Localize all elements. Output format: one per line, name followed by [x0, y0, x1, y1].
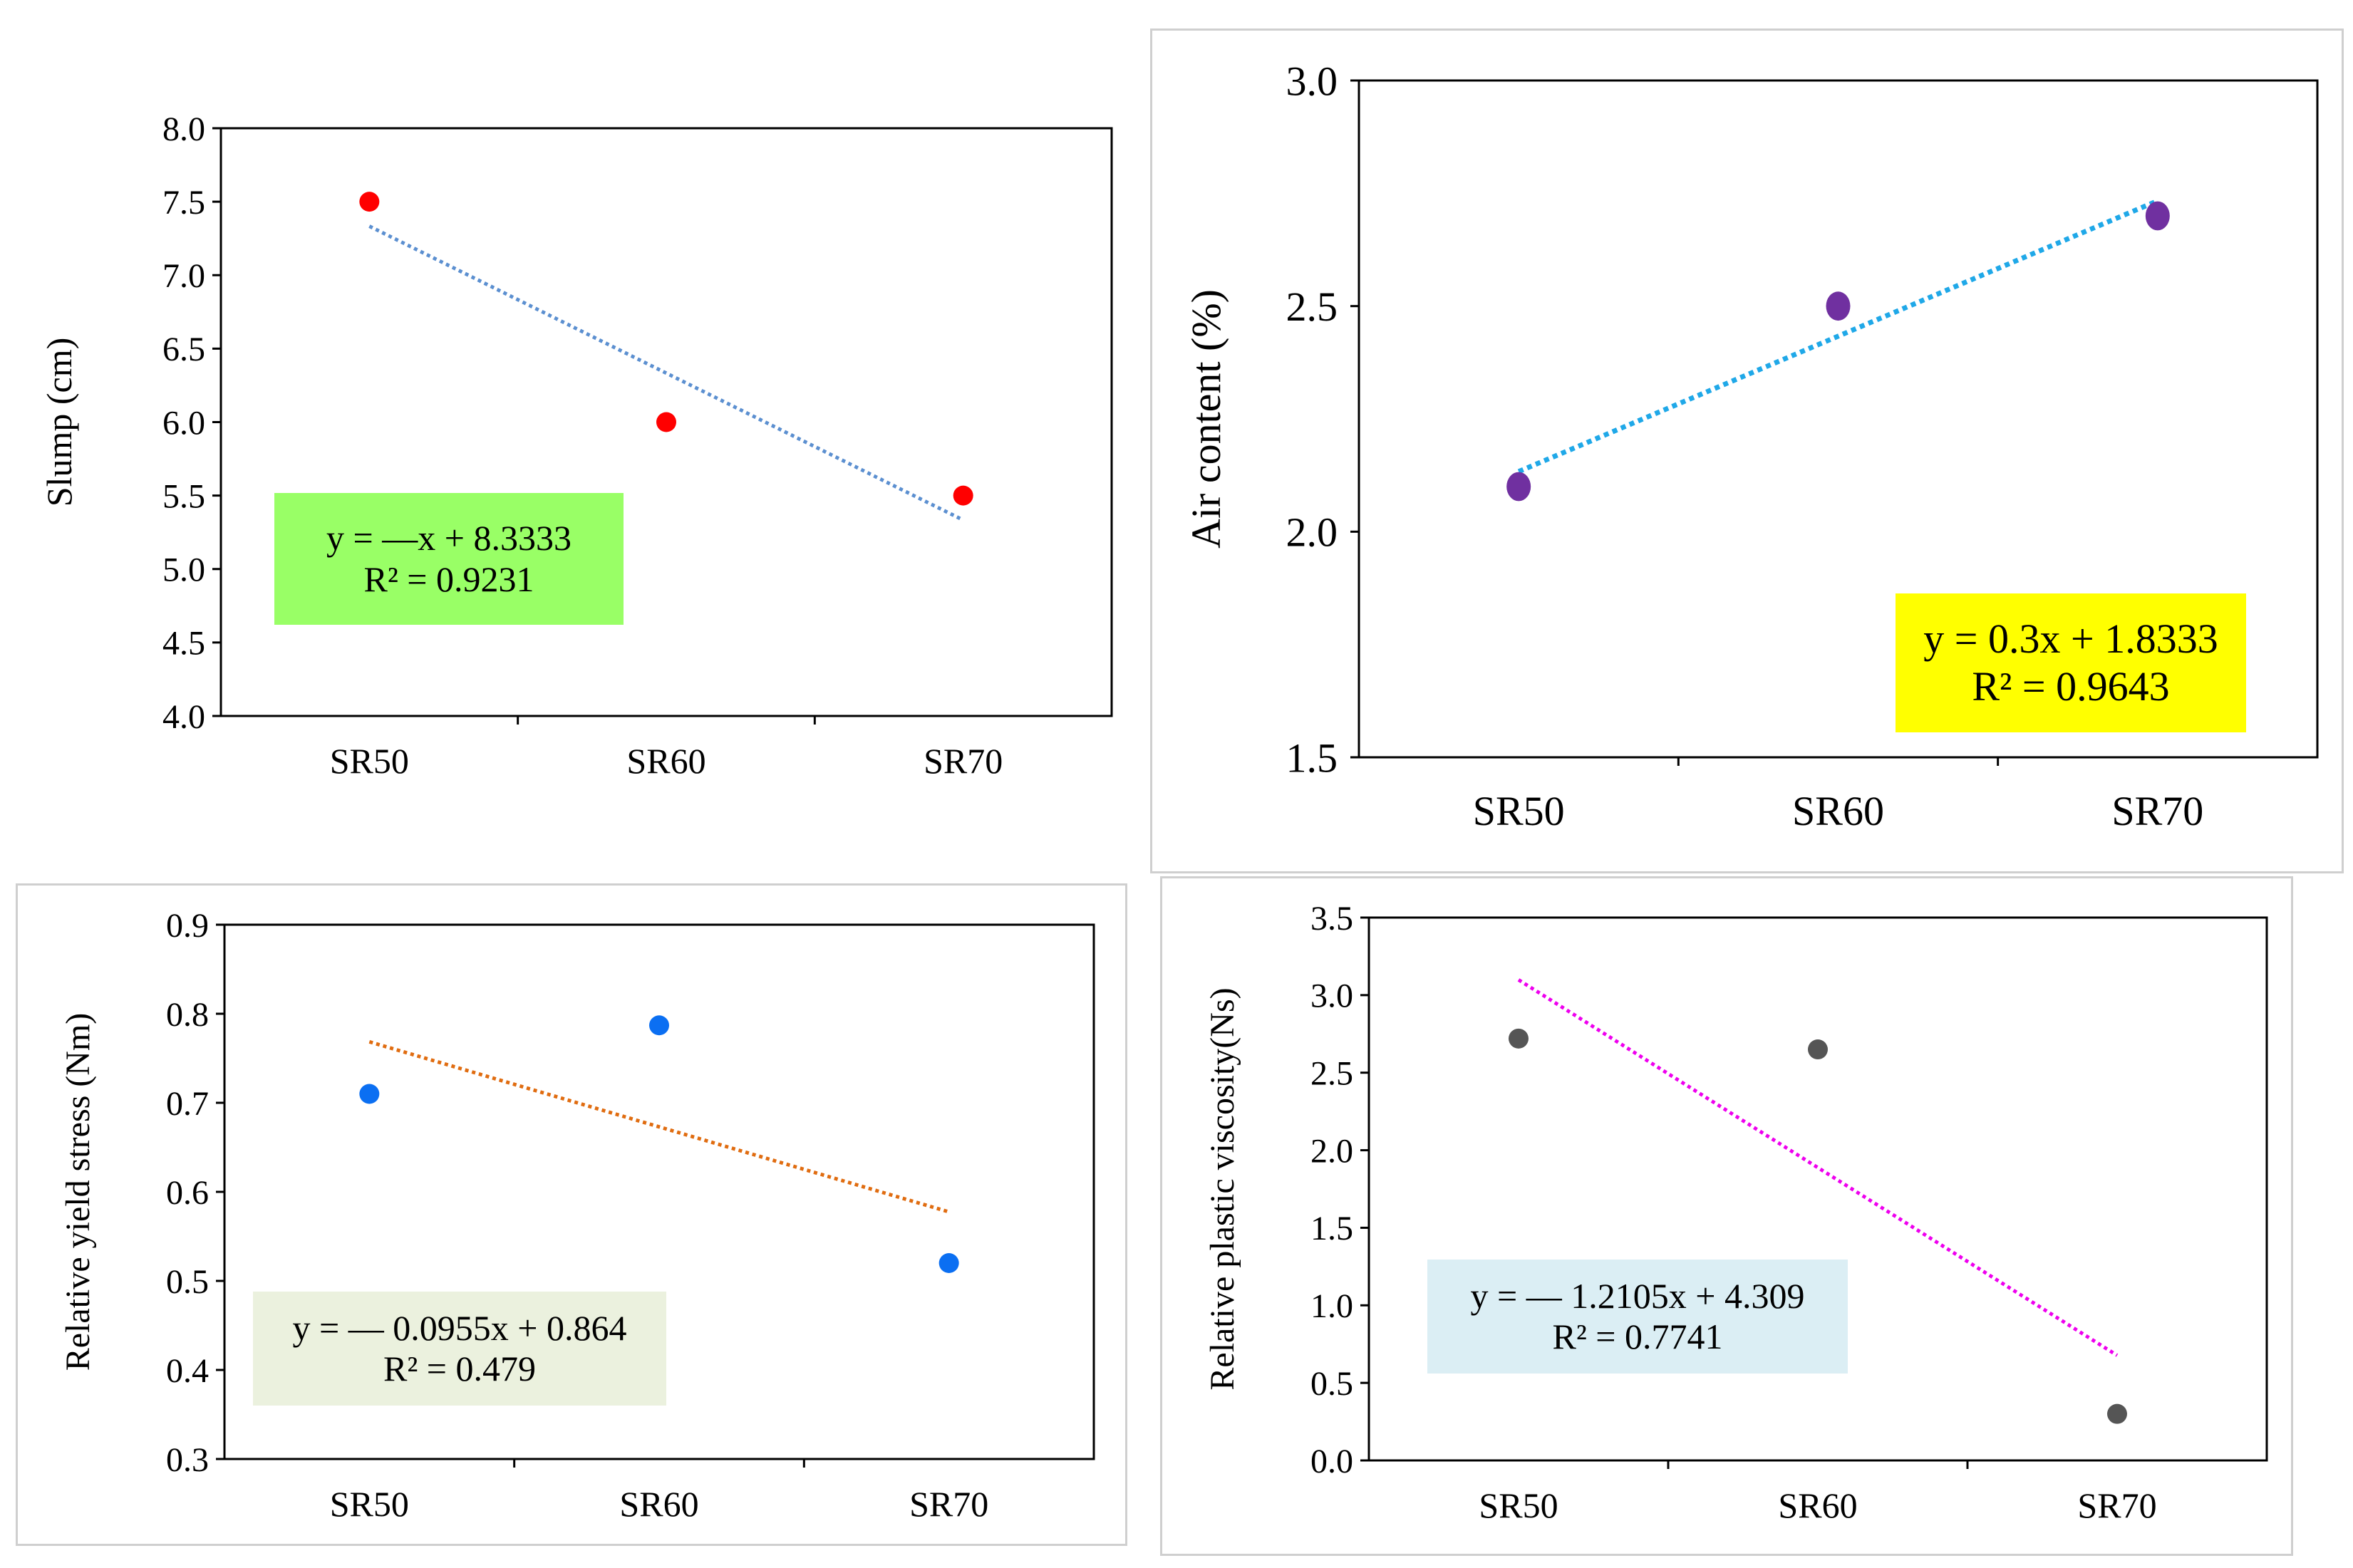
yield-stress-y-tick-label: 0.9	[166, 907, 209, 945]
air-content-equation: y = 0.3x + 1.8333	[1923, 615, 2218, 662]
air-content-r-squared: R² = 0.9643	[1972, 663, 2170, 710]
plastic-viscosity-x-category-label: SR70	[2077, 1485, 2156, 1525]
plastic-viscosity-equation: y = — 1.2105x + 4.309	[1470, 1275, 1805, 1316]
air-content-x-category-label: SR50	[1473, 788, 1565, 834]
plastic-viscosity-r-squared: R² = 0.7741	[1552, 1317, 1723, 1356]
air-content-chart-panel: 1.5 2.0 2.5 3.0 SR50 SR60 SR70 Air content (%) …	[1150, 28, 2344, 873]
yield-stress-y-tick-label: 0.4	[166, 1352, 209, 1390]
air-content-y-tick-label: 2.5	[1286, 284, 1338, 330]
plastic-viscosity-data-point	[1509, 1028, 1529, 1049]
air-content-y-tick-label: 3.0	[1286, 58, 1338, 104]
air-content-y-tick-label: 2.0	[1286, 509, 1338, 556]
yield-stress-y-tick-label: 0.8	[166, 996, 209, 1034]
air-content-y-tick-label: 1.5	[1286, 734, 1338, 781]
plastic-viscosity-y-tick-label: 3.0	[1310, 977, 1353, 1015]
plastic-viscosity-y-tick-label: 1.5	[1310, 1210, 1353, 1247]
air-content-equation-box: y = 0.3x + 1.8333 R² = 0.9643	[1896, 593, 2246, 732]
yield-stress-chart-panel: 0.3 0.4 0.5 0.6 0.7 0.8 0.9 SR50 SR60 SR70 Relativ…	[16, 883, 1127, 1546]
yield-stress-x-category-label: SR50	[330, 1484, 409, 1524]
slump-y-tick-label: 4.0	[162, 698, 205, 736]
yield-stress-chart: 0.3 0.4 0.5 0.6 0.7 0.8 0.9 SR50 SR60 SR70 Relativ…	[59, 907, 1095, 1524]
slump-data-point	[953, 485, 973, 506]
yield-stress-equation-box: y = — 0.0955x + 0.864 R² = 0.479	[253, 1292, 666, 1406]
slump-y-axis-label: Slump (cm)	[39, 338, 79, 507]
slump-y-tick-label: 7.5	[162, 184, 205, 222]
slump-equation: y = —x + 8.3333	[326, 518, 572, 558]
yield-stress-equation: y = — 0.0955x + 0.864	[292, 1307, 627, 1348]
yield-stress-trendline	[368, 1039, 950, 1214]
plastic-viscosity-data-point	[1808, 1039, 1828, 1060]
plastic-viscosity-equation-box: y = — 1.2105x + 4.309 R² = 0.7741	[1427, 1260, 1848, 1374]
slump-r-squared: R² = 0.9231	[363, 559, 534, 599]
slump-y-tick-label: 4.5	[162, 625, 205, 663]
yield-stress-y-tick-label: 0.3	[166, 1441, 209, 1479]
air-content-data-point	[2145, 201, 2170, 231]
slump-data-point	[656, 412, 676, 432]
air-content-chart: 1.5 2.0 2.5 3.0 SR50 SR60 SR70 Air content (%)	[1183, 58, 2319, 834]
yield-stress-y-tick-label: 0.6	[166, 1174, 209, 1212]
plastic-viscosity-y-tick-label: 1.0	[1310, 1287, 1353, 1325]
yield-stress-x-category-label: SR60	[619, 1484, 698, 1524]
plastic-viscosity-y-tick-label: 0.0	[1310, 1443, 1353, 1480]
slump-y-tick-label: 6.5	[162, 331, 205, 368]
plastic-viscosity-x-category-label: SR50	[1479, 1485, 1558, 1525]
air-content-y-axis-label: Air content (%)	[1183, 289, 1229, 549]
plastic-viscosity-y-axis-label: Relative plastic viscosity(Ns)	[1204, 987, 1241, 1390]
slump-y-tick-label: 6.0	[162, 404, 205, 442]
air-content-data-point	[1826, 291, 1851, 321]
slump-data-point	[359, 192, 380, 212]
slump-chart: 4.0 4.5 5.0 5.5 6.0 6.5 7.0 7.5 8.0 SR50 SR60 SR70 S…	[39, 110, 1113, 781]
air-content-x-category-label: SR70	[2111, 788, 2203, 834]
slump-y-tick-label: 5.5	[162, 477, 205, 515]
plastic-viscosity-chart-panel: 0.0 0.5 1.0 1.5 2.0 2.5 3.0 3.5 SR50 SR60 SR70 Rela…	[1160, 876, 2293, 1556]
air-content-trendline	[1517, 198, 2159, 474]
air-content-data-point	[1506, 472, 1531, 502]
slump-y-tick-label: 7.0	[162, 257, 205, 295]
plastic-viscosity-y-tick-label: 2.0	[1310, 1132, 1353, 1170]
slump-y-tick-label: 8.0	[162, 110, 205, 148]
yield-stress-data-point	[649, 1015, 669, 1036]
yield-stress-r-squared: R² = 0.479	[383, 1349, 537, 1388]
plastic-viscosity-data-point	[2107, 1403, 2127, 1424]
slump-trendline	[368, 224, 964, 522]
slump-x-category-label: SR70	[924, 741, 1003, 781]
slump-x-category-label: SR60	[626, 741, 705, 781]
slump-x-category-label: SR50	[330, 741, 409, 781]
slump-y-tick-label: 5.0	[162, 551, 205, 589]
plastic-viscosity-plot-area	[1367, 916, 2268, 1462]
slump-chart-panel: 4.0 4.5 5.0 5.5 6.0 6.5 7.0 7.5 8.0 SR50 SR60 SR70 S…	[0, 0, 1140, 826]
plastic-viscosity-x-category-label: SR60	[1778, 1485, 1857, 1525]
plastic-viscosity-y-tick-label: 2.5	[1310, 1055, 1353, 1093]
yield-stress-y-tick-label: 0.5	[166, 1263, 209, 1301]
yield-stress-x-category-label: SR70	[909, 1484, 988, 1524]
plastic-viscosity-chart: 0.0 0.5 1.0 1.5 2.0 2.5 3.0 3.5 SR50 SR60 SR70 Rela…	[1204, 900, 2268, 1525]
plastic-viscosity-y-tick-label: 3.5	[1310, 900, 1353, 938]
air-content-x-category-label: SR60	[1792, 788, 1884, 834]
yield-stress-y-tick-label: 0.7	[166, 1085, 209, 1123]
slump-equation-box: y = —x + 8.3333 R² = 0.9231	[274, 493, 624, 625]
yield-stress-y-axis-label: Relative yield stress (Nm)	[59, 1013, 97, 1371]
yield-stress-data-point	[938, 1253, 959, 1273]
plastic-viscosity-y-tick-label: 0.5	[1310, 1365, 1353, 1403]
yield-stress-data-point	[359, 1084, 380, 1104]
